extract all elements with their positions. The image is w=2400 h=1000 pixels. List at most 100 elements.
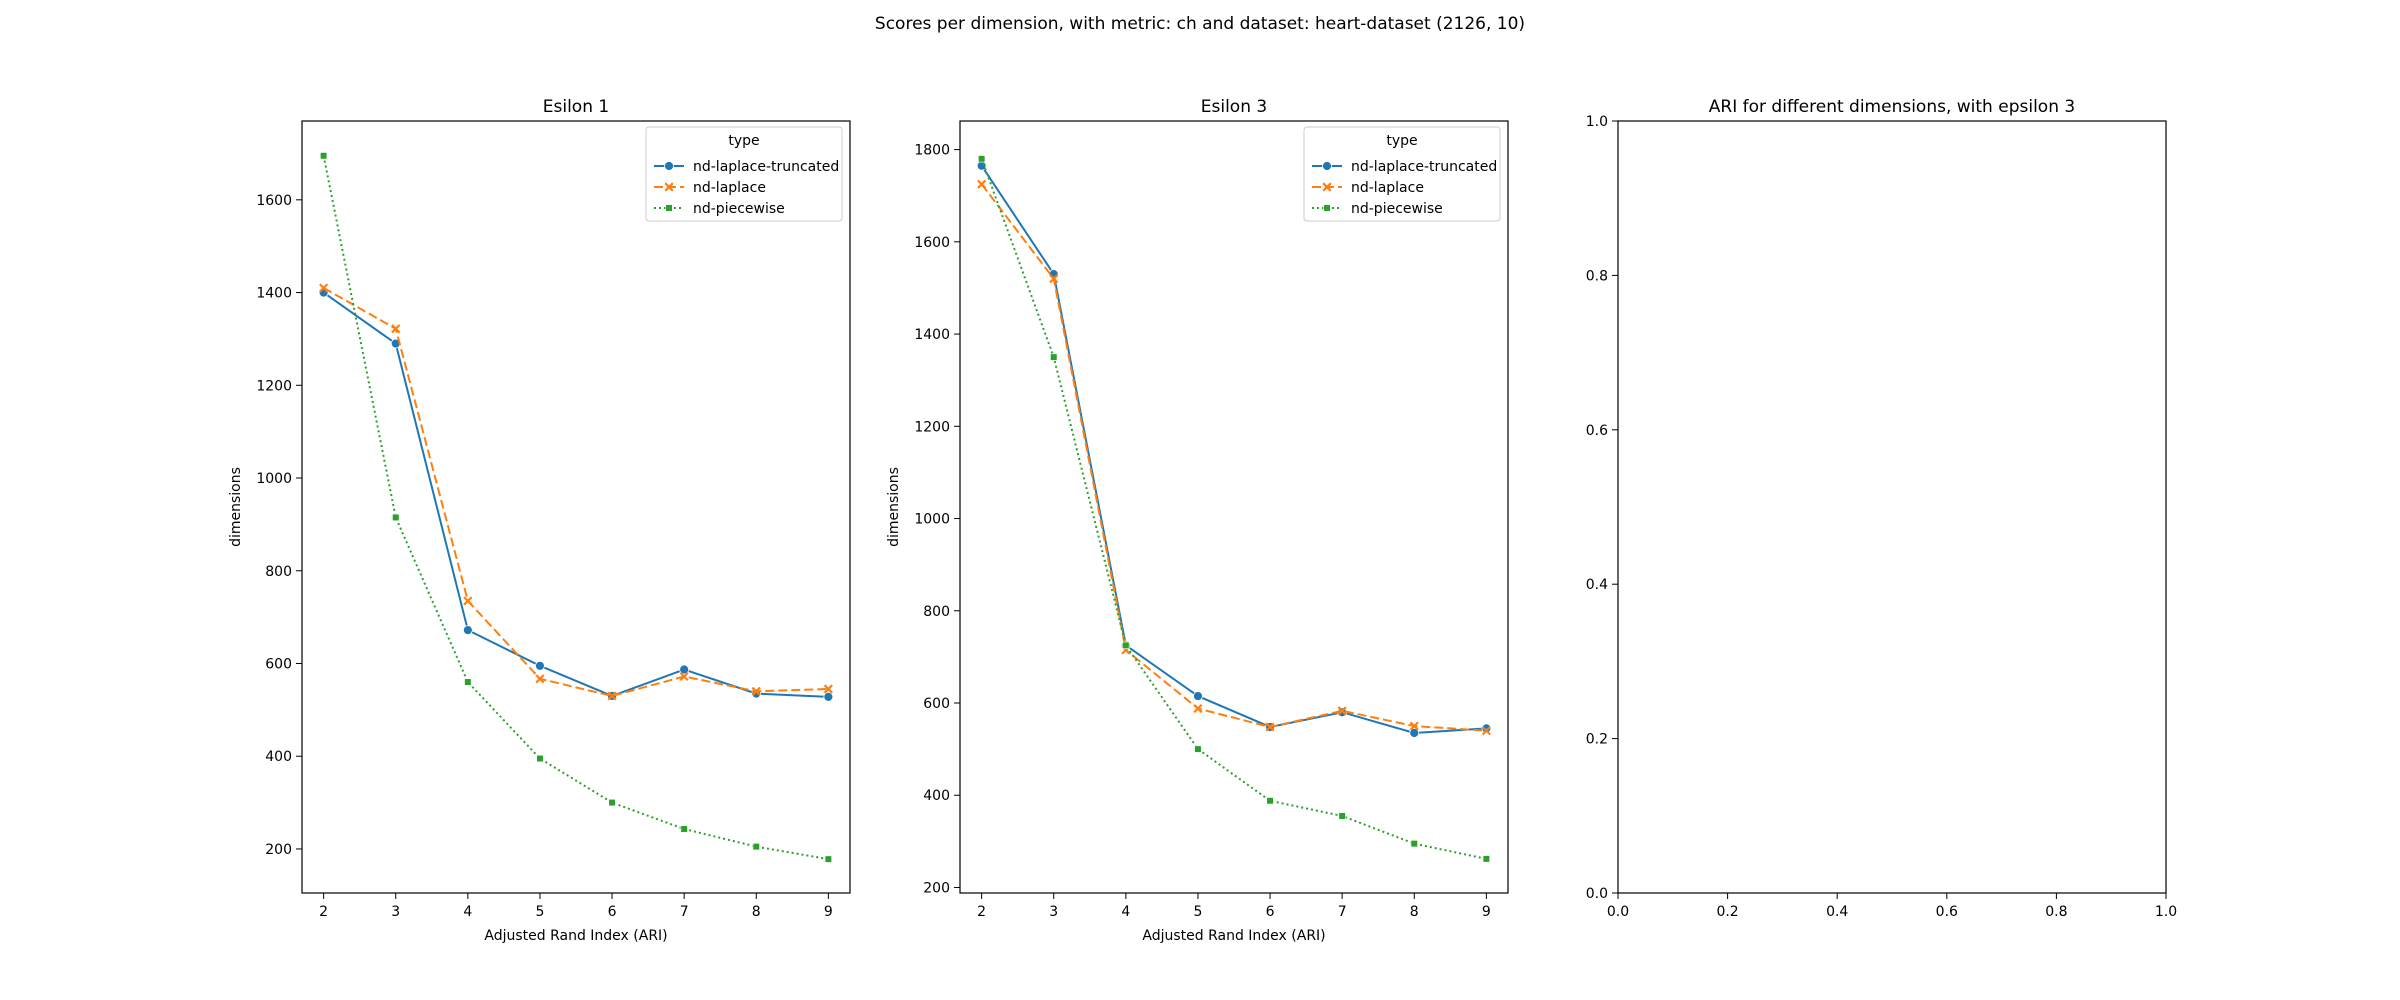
axes-frame-2 [959, 120, 1509, 894]
data-point-nd-laplace [319, 283, 329, 293]
data-point-nd-piecewise [1266, 797, 1274, 805]
y-tick-label: 0.0 [1586, 886, 1608, 902]
data-point-nd-laplace [1193, 703, 1203, 714]
legend-label-nd-laplace: nd-laplace [693, 180, 766, 196]
x-tick-label: 2 [977, 904, 986, 920]
data-point-nd-piecewise [1410, 840, 1418, 848]
series-line-nd-laplace-truncated [980, 165, 1487, 734]
y-tick-label: 0.4 [1586, 577, 1608, 593]
data-point-nd-laplace-truncated [1193, 691, 1203, 701]
legend-marker-nd-laplace-truncated [1322, 161, 1332, 171]
x-tick-label: 4 [463, 904, 472, 920]
series-line-nd-laplace [323, 287, 829, 697]
legend-box [645, 126, 843, 222]
axes-frame-3 [1617, 120, 2167, 894]
x-axis-label: Adjusted Rand Index (ARI) [1142, 928, 1325, 944]
data-point-nd-laplace [823, 684, 833, 694]
y-tick-label: 1800 [914, 143, 950, 159]
y-tick-label: 1600 [256, 193, 292, 209]
x-tick-label: 7 [1338, 904, 1347, 920]
data-point-nd-piecewise [1194, 745, 1202, 753]
data-point-nd-laplace-truncated [462, 625, 473, 636]
x-tick-label: 8 [1410, 904, 1419, 920]
data-point-nd-piecewise [824, 855, 832, 863]
data-point-nd-laplace-truncated [823, 691, 834, 702]
legend-box [1303, 126, 1501, 222]
y-tick-label: 1000 [914, 512, 950, 528]
y-tick-label: 1400 [914, 327, 950, 343]
data-point-nd-laplace [977, 179, 987, 189]
y-tick-label: 0.6 [1586, 423, 1608, 439]
x-tick-label: 0.2 [1716, 904, 1738, 920]
x-tick-label: 6 [608, 904, 617, 920]
legend-marker-nd-piecewise [665, 204, 673, 212]
data-point-nd-laplace [463, 596, 473, 606]
y-tick-label: 1600 [914, 235, 950, 251]
data-point-nd-laplace-truncated [1409, 728, 1420, 738]
data-point-nd-piecewise [464, 678, 472, 686]
data-point-nd-piecewise [1482, 855, 1490, 863]
y-tick-label: 1200 [914, 419, 950, 435]
data-point-nd-laplace [1049, 274, 1059, 284]
data-point-nd-laplace [1337, 706, 1347, 716]
data-point-nd-laplace-truncated [679, 664, 690, 675]
axes-title-1: Esilon 1 [543, 97, 609, 117]
y-axis-label: dimensions [228, 467, 244, 547]
figure-suptitle: Scores per dimension, with metric: ch an… [874, 14, 1526, 34]
y-tick-label: 800 [923, 604, 950, 620]
x-tick-label: 5 [535, 904, 544, 920]
y-tick-label: 800 [265, 564, 292, 580]
axes-title-3: ARI for different dimensions, with epsil… [1709, 97, 2075, 117]
data-point-nd-piecewise [1338, 812, 1346, 820]
x-tick-label: 7 [680, 904, 689, 920]
data-point-nd-piecewise [680, 825, 688, 833]
series-line-nd-laplace [980, 183, 1487, 732]
legend-marker-nd-laplace-truncated [664, 161, 674, 171]
legend-marker-nd-piecewise [1323, 204, 1331, 212]
x-tick-label: 0.8 [2045, 904, 2067, 920]
data-point-nd-laplace [391, 324, 401, 334]
x-tick-label: 8 [752, 904, 761, 920]
data-point-nd-laplace [607, 691, 617, 701]
data-point-nd-laplace [1409, 721, 1419, 731]
y-tick-label: 600 [265, 656, 292, 672]
data-point-nd-piecewise [1122, 641, 1130, 649]
axes-title-2: Esilon 3 [1201, 97, 1267, 117]
legend-label-nd-laplace-truncated: nd-laplace-truncated [1351, 159, 1497, 175]
x-tick-label: 9 [1482, 904, 1491, 920]
x-tick-label: 1.0 [2155, 904, 2177, 920]
data-point-nd-laplace [1481, 726, 1491, 736]
y-tick-label: 1000 [256, 471, 292, 487]
y-tick-label: 0.2 [1586, 732, 1608, 748]
series-line-nd-piecewise [980, 158, 1487, 860]
legend-marker-nd-laplace [1322, 182, 1332, 192]
y-axis-label: dimensions [886, 467, 902, 547]
data-point-nd-laplace-truncated [1481, 723, 1492, 734]
data-point-nd-piecewise [392, 513, 400, 522]
x-axis-label: Adjusted Rand Index (ARI) [484, 928, 667, 944]
data-point-nd-piecewise [1050, 353, 1058, 361]
x-tick-label: 5 [1193, 904, 1202, 920]
data-point-nd-laplace [1265, 722, 1275, 732]
y-tick-label: 200 [265, 842, 292, 858]
legend-label-nd-laplace: nd-laplace [1351, 180, 1424, 196]
y-tick-label: 200 [923, 880, 950, 896]
data-point-nd-laplace-truncated [535, 660, 545, 671]
legend-label-nd-piecewise: nd-piecewise [693, 201, 785, 217]
y-tick-label: 1.0 [1586, 114, 1608, 130]
x-tick-label: 3 [391, 904, 400, 920]
y-tick-label: 400 [265, 749, 292, 765]
x-tick-label: 2 [319, 904, 328, 920]
x-tick-label: 0.0 [1607, 904, 1629, 920]
x-tick-label: 4 [1121, 904, 1130, 920]
y-tick-label: 0.8 [1586, 268, 1608, 284]
data-point-nd-piecewise [536, 754, 544, 763]
legend-title: type [1386, 133, 1417, 149]
y-tick-label: 400 [923, 788, 950, 804]
y-tick-label: 600 [923, 696, 950, 712]
axes-frame-1 [301, 120, 851, 894]
data-point-nd-piecewise [320, 152, 328, 160]
x-tick-label: 9 [824, 904, 833, 920]
data-point-nd-laplace [535, 674, 545, 684]
